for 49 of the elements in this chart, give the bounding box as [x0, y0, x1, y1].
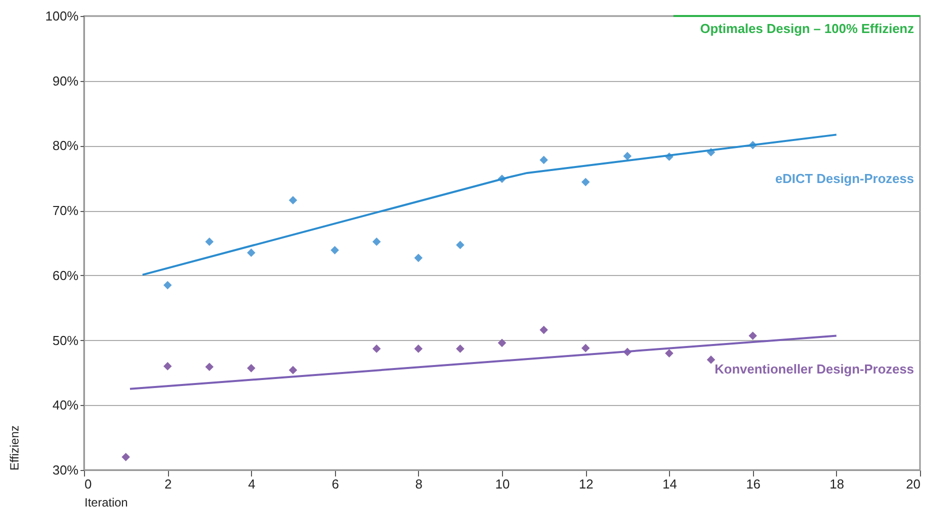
x-tick-label: 10: [495, 476, 510, 492]
x-tick-label: 12: [578, 476, 594, 492]
x-tick-label: 14: [662, 476, 677, 492]
y-tick-label: 60%: [52, 268, 79, 283]
point: [540, 326, 548, 334]
y-tick-label: 50%: [52, 332, 79, 348]
point: [205, 238, 214, 246]
point: [330, 246, 339, 254]
point: [288, 196, 298, 204]
point: [288, 366, 298, 374]
point: [122, 452, 130, 462]
point: [372, 344, 381, 353]
point: [748, 332, 757, 340]
x-tick-label: 2: [164, 476, 172, 492]
x-tick-label: 4: [248, 476, 256, 492]
point: [706, 356, 716, 364]
series-label: Konventioneller Design-Prozess: [714, 362, 914, 377]
point: [456, 240, 464, 250]
point: [581, 178, 590, 186]
point: [414, 254, 423, 262]
point: [163, 280, 172, 290]
text: eDICT Design-Prozess: [775, 171, 914, 186]
y-tick-label: 40%: [52, 398, 79, 413]
point: [205, 362, 214, 372]
x-tick-label: 18: [830, 476, 844, 492]
x-tick-label: 8: [415, 476, 423, 492]
y-tick-label: 80%: [52, 138, 79, 154]
y-tick-label: 30%: [52, 462, 79, 478]
series-label: Optimales Design – 100% Effizienz: [700, 21, 914, 36]
y-tick-label: 70%: [52, 203, 79, 218]
point: [498, 338, 506, 348]
point: [163, 362, 172, 370]
x-tick-label: 6: [332, 476, 339, 492]
y-tick-label: 100%: [45, 8, 79, 24]
x-tick-label: 0: [84, 476, 92, 492]
point: [540, 156, 548, 164]
point: [665, 349, 674, 358]
point: [372, 238, 381, 246]
x-axis-title: Iteration: [84, 496, 128, 510]
y-axis-title: Effizienz: [7, 425, 22, 470]
y-tick-label: 90%: [52, 73, 79, 88]
point: [247, 248, 256, 257]
point: [623, 152, 632, 160]
point: [414, 344, 423, 353]
x-tick-label: 20: [906, 476, 920, 492]
point: [247, 364, 256, 372]
point: [581, 344, 590, 352]
point: [456, 344, 464, 353]
x-tick-label: 16: [746, 476, 761, 492]
